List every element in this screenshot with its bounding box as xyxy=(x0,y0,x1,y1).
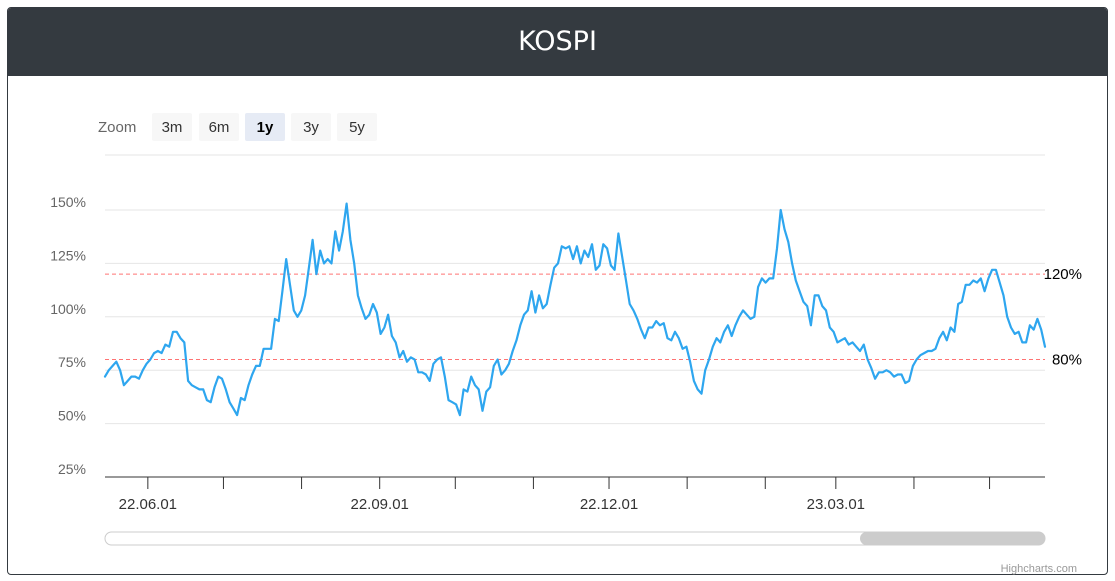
chart-card: KOSPI xyxy=(7,7,1108,575)
y-axis: 25% 50% 75% 100% 125% 150% xyxy=(50,194,86,477)
zoom-selector: Zoom 3m 6m 1y 3y 5y xyxy=(0,111,1101,143)
zoom-label: Zoom xyxy=(98,119,137,136)
scrollbar-thumb[interactable] xyxy=(860,532,1045,545)
y-tick-label: 125% xyxy=(50,247,86,263)
y-tick-label: 50% xyxy=(58,408,86,424)
x-tick-label: 22.12.01 xyxy=(580,496,638,513)
y-tick-label: 150% xyxy=(50,194,86,210)
page-title: KOSPI xyxy=(518,26,597,57)
x-tick-label: 23.03.01 xyxy=(807,496,865,513)
zoom-6m-button[interactable]: 6m xyxy=(199,113,239,141)
y-tick-label: 100% xyxy=(50,301,86,317)
series-line xyxy=(103,202,1047,417)
plot-line-label: 80% xyxy=(1052,352,1082,369)
gridlines xyxy=(105,209,1045,425)
y-tick-label: 75% xyxy=(58,354,86,370)
x-tick-label: 22.09.01 xyxy=(350,496,408,513)
x-tick-label: 22.06.01 xyxy=(119,496,177,513)
zoom-3m-button[interactable]: 3m xyxy=(152,113,192,141)
zoom-1y-button[interactable]: 1y xyxy=(245,113,285,141)
x-axis: 22.06.01 22.09.01 22.12.01 23.03.01 xyxy=(119,477,991,513)
zoom-3y-button[interactable]: 3y xyxy=(291,113,331,141)
series-group xyxy=(103,202,1047,417)
navigator-scrollbar[interactable] xyxy=(104,531,1046,546)
plot-line-label: 120% xyxy=(1044,266,1082,283)
zoom-5y-button[interactable]: 5y xyxy=(337,113,377,141)
credits-link[interactable]: Highcharts.com xyxy=(1000,563,1077,575)
header-bar: KOSPI xyxy=(8,8,1107,76)
y-tick-label: 25% xyxy=(58,461,86,477)
